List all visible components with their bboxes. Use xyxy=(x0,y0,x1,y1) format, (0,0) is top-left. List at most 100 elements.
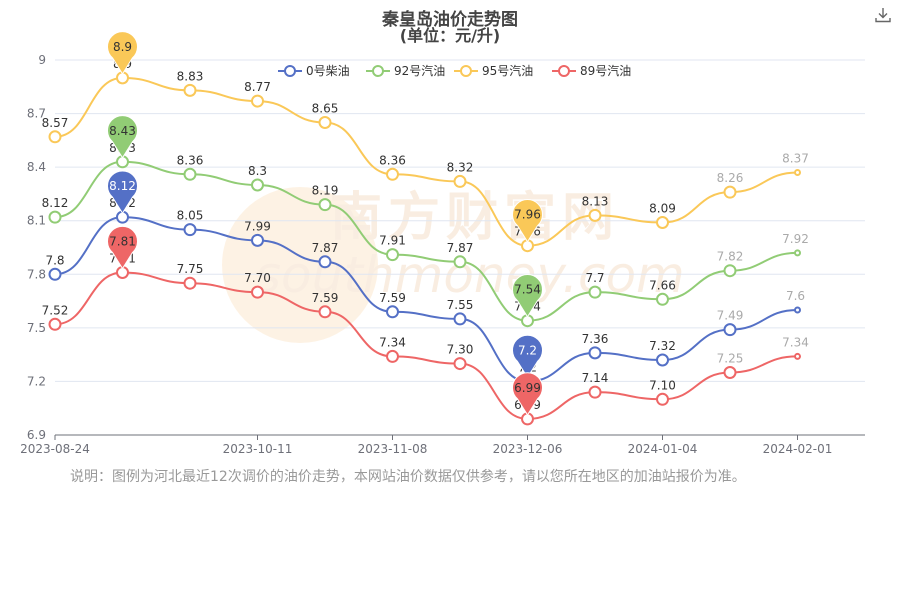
legend-item[interactable]: 95号汽油 xyxy=(454,63,533,78)
data-label: 7.91 xyxy=(379,234,406,248)
data-label: 7.6 xyxy=(786,289,805,303)
data-point xyxy=(794,306,801,314)
x-tick-label: 2024-01-04 xyxy=(628,442,698,456)
data-label: 7.66 xyxy=(649,278,676,292)
data-label: 8.12 xyxy=(42,196,69,210)
chart-title: 秦皇岛油价走势图 xyxy=(382,10,518,30)
data-point xyxy=(588,385,602,399)
data-point xyxy=(588,208,602,222)
min-pin: 7.54 xyxy=(512,274,543,318)
data-point xyxy=(183,276,197,290)
legend-label: 0号柴油 xyxy=(306,64,350,78)
data-label: 8.05 xyxy=(177,209,204,223)
max-pin: 8.12 xyxy=(107,170,138,215)
y-tick-label: 8.4 xyxy=(27,160,46,174)
y-tick-label: 8.1 xyxy=(27,214,46,228)
y-tick-label: 9 xyxy=(38,53,46,67)
data-label: 8.65 xyxy=(312,102,339,116)
data-point xyxy=(48,210,62,224)
legend-item[interactable]: 0号柴油 xyxy=(278,64,350,78)
data-point xyxy=(656,216,669,229)
data-point xyxy=(386,305,399,319)
data-point xyxy=(48,130,62,144)
pin-label: 6.99 xyxy=(514,381,541,395)
data-label: 7.34 xyxy=(782,335,809,349)
pin-shape xyxy=(107,31,138,75)
series-line xyxy=(54,216,798,383)
data-point xyxy=(588,285,602,299)
max-pin: 8.9 xyxy=(107,31,138,75)
series-line xyxy=(54,76,798,247)
data-label: 8.83 xyxy=(177,69,204,83)
legend-label: 95号汽油 xyxy=(482,63,533,78)
pin-shape xyxy=(512,372,543,416)
data-label: 8.77 xyxy=(244,80,271,94)
data-point xyxy=(453,312,467,326)
series-line xyxy=(54,160,798,322)
data-point xyxy=(183,167,197,181)
data-point xyxy=(723,264,737,278)
series-1: 8.12 8.43 8.36 8.3 8.19 7.91 7.87 7.54 7.7 7.66 7.… xyxy=(42,115,809,328)
data-label: 7.10 xyxy=(649,378,676,392)
data-point xyxy=(386,167,399,181)
pin-label: 8.12 xyxy=(109,179,136,193)
data-label: 7.82 xyxy=(717,250,744,264)
data-label: 7.55 xyxy=(447,298,474,312)
pin-label: 7.2 xyxy=(518,343,537,357)
data-label: 7.87 xyxy=(447,241,474,255)
data-point xyxy=(656,353,669,367)
legend-marker xyxy=(460,65,472,77)
pin-shape xyxy=(107,225,138,270)
data-label: 8.26 xyxy=(717,171,744,185)
data-label: 7.59 xyxy=(312,291,339,305)
y-tick-label: 6.9 xyxy=(27,428,46,442)
data-label: 8.13 xyxy=(582,194,609,208)
legend-item[interactable]: 92号汽油 xyxy=(366,63,445,78)
min-pin: 7.2 xyxy=(512,334,543,379)
data-point xyxy=(794,352,801,360)
data-label: 7.34 xyxy=(379,335,406,349)
data-label: 7.32 xyxy=(649,339,676,353)
data-label: 7.25 xyxy=(717,352,744,366)
data-point xyxy=(656,392,669,406)
data-label: 8.36 xyxy=(177,153,204,167)
min-pin: 6.99 xyxy=(512,372,543,416)
legend-marker xyxy=(284,65,296,77)
pin-label: 8.9 xyxy=(113,40,132,54)
watermark-cn: 南方财富网 xyxy=(330,188,620,248)
pin-shape xyxy=(107,115,138,159)
pin-label: 8.43 xyxy=(109,124,136,138)
data-label: 7.36 xyxy=(582,332,609,346)
data-point xyxy=(48,317,62,331)
data-label: 7.87 xyxy=(312,241,339,255)
footnote: 说明：图例为河北最近12次调价的油价走势，本网站油价数据仅供参考，请以您所在地区… xyxy=(70,469,746,485)
legend-marker xyxy=(372,65,384,77)
pin-shape xyxy=(512,199,543,243)
data-label: 8.3 xyxy=(248,164,267,178)
x-tick-label: 2023-08-24 xyxy=(20,442,90,456)
data-label: 7.99 xyxy=(244,219,271,233)
legend-label: 92号汽油 xyxy=(394,63,445,78)
line-chart: 南方财富网southmoney.com6.97.27.57.88.18.48.7… xyxy=(20,31,865,456)
data-point xyxy=(794,169,801,176)
data-label: 7.75 xyxy=(177,262,204,276)
download-icon[interactable] xyxy=(874,6,892,24)
data-point xyxy=(318,116,332,129)
pin-label: 7.54 xyxy=(514,283,541,297)
chart-subtitle: (单位：元/升) xyxy=(399,26,501,45)
data-point xyxy=(251,94,264,108)
series-3: 7.52 7.81 7.75 7.70 7.59 7.34 7.30 6.99 7.14 7.10… xyxy=(42,225,809,426)
data-point xyxy=(183,223,197,237)
data-label: 8.36 xyxy=(379,153,406,167)
data-point xyxy=(318,198,332,212)
data-point xyxy=(386,349,399,363)
data-point xyxy=(251,285,264,299)
data-point xyxy=(723,366,737,379)
data-point xyxy=(794,249,801,257)
data-point xyxy=(723,185,737,199)
data-label: 7.7 xyxy=(585,271,604,285)
data-label: 7.52 xyxy=(42,303,69,317)
pin-label: 7.81 xyxy=(109,235,136,249)
data-point xyxy=(453,174,467,188)
legend-item[interactable]: 89号汽油 xyxy=(552,63,631,78)
